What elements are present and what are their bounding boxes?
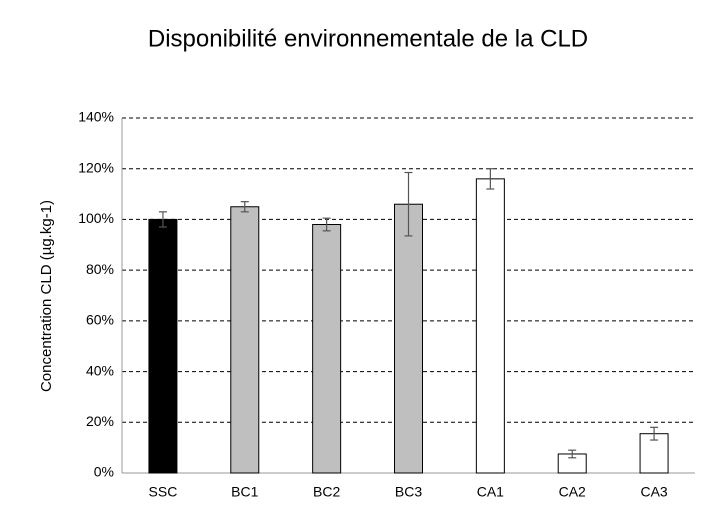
x-tick-label: CA3 xyxy=(640,484,667,500)
error-bar xyxy=(568,449,577,459)
y-tick-label: 140% xyxy=(78,109,114,125)
x-tick-label: BC3 xyxy=(395,484,422,500)
error-bar xyxy=(158,211,167,228)
error-bar xyxy=(650,426,659,441)
y-tick-label: 0% xyxy=(94,464,114,480)
error-bar xyxy=(240,201,249,213)
chart-title: Disponibilité environnementale de la CLD xyxy=(148,25,588,52)
bar xyxy=(394,203,423,474)
bar xyxy=(148,218,178,474)
y-tick-label: 100% xyxy=(78,210,114,226)
bar xyxy=(312,224,342,474)
x-tick-label: SSC xyxy=(149,484,178,500)
error-bar xyxy=(486,168,495,190)
y-tick-label: 40% xyxy=(86,362,114,378)
x-tick-label: CA1 xyxy=(477,484,504,500)
y-tick-label: 80% xyxy=(86,261,114,277)
y-tick-label: 120% xyxy=(78,159,114,175)
x-tick-label: CA2 xyxy=(559,484,586,500)
y-axis-label: Concentration CLD (µg.kg-1) xyxy=(38,200,55,392)
error-bar xyxy=(322,217,331,232)
y-tick-label: 60% xyxy=(86,312,114,328)
bar xyxy=(230,206,260,474)
x-tick-label: BC2 xyxy=(313,484,340,500)
y-tick-label: 20% xyxy=(86,413,114,429)
error-bar xyxy=(404,171,413,237)
bar xyxy=(475,178,505,474)
x-tick-label: BC1 xyxy=(231,484,258,500)
